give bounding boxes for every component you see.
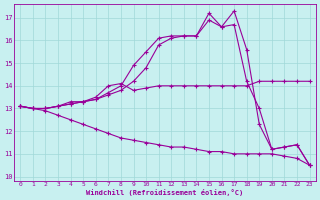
X-axis label: Windchill (Refroidissement éolien,°C): Windchill (Refroidissement éolien,°C) bbox=[86, 189, 244, 196]
